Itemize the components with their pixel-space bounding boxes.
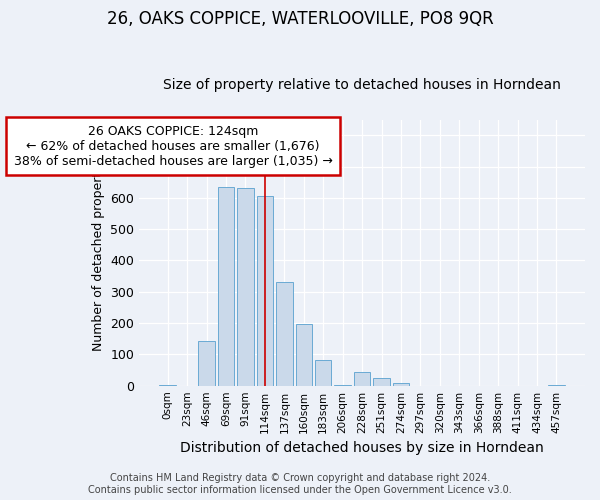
Bar [296, 324, 312, 386]
Title: Size of property relative to detached houses in Horndean: Size of property relative to detached ho… [163, 78, 561, 92]
Bar [160, 385, 176, 386]
Bar [354, 372, 370, 386]
Bar [218, 187, 235, 386]
Bar [276, 282, 293, 386]
Bar [373, 378, 390, 386]
Bar [393, 382, 409, 386]
Y-axis label: Number of detached properties: Number of detached properties [92, 154, 105, 351]
Bar [315, 360, 331, 386]
Bar [548, 385, 565, 386]
Bar [237, 188, 254, 386]
X-axis label: Distribution of detached houses by size in Horndean: Distribution of detached houses by size … [180, 441, 544, 455]
Text: 26, OAKS COPPICE, WATERLOOVILLE, PO8 9QR: 26, OAKS COPPICE, WATERLOOVILLE, PO8 9QR [107, 10, 493, 28]
Text: Contains HM Land Registry data © Crown copyright and database right 2024.
Contai: Contains HM Land Registry data © Crown c… [88, 474, 512, 495]
Bar [199, 341, 215, 386]
Bar [334, 385, 351, 386]
Text: 26 OAKS COPPICE: 124sqm
← 62% of detached houses are smaller (1,676)
38% of semi: 26 OAKS COPPICE: 124sqm ← 62% of detache… [14, 124, 332, 168]
Bar [257, 196, 273, 386]
